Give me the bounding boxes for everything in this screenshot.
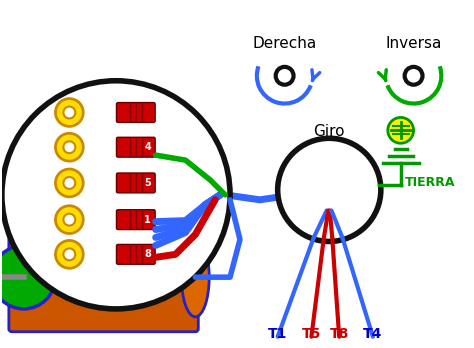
FancyBboxPatch shape [9,227,198,332]
Ellipse shape [182,237,209,317]
FancyBboxPatch shape [117,103,155,122]
FancyBboxPatch shape [51,219,82,235]
Text: Inversa: Inversa [385,36,442,51]
FancyBboxPatch shape [117,210,155,230]
Circle shape [55,133,83,161]
Text: TIERRA: TIERRA [405,176,455,189]
Text: 8: 8 [144,250,151,259]
FancyBboxPatch shape [117,137,155,157]
Circle shape [64,106,75,118]
Circle shape [405,67,422,85]
Circle shape [0,245,55,309]
Circle shape [55,169,83,197]
Circle shape [64,214,75,226]
Text: Derecha: Derecha [253,36,317,51]
Text: 5: 5 [145,178,151,188]
Text: T1: T1 [268,327,287,341]
FancyBboxPatch shape [69,252,173,296]
Circle shape [55,240,83,268]
Circle shape [55,98,83,126]
Text: 4: 4 [145,142,151,152]
Circle shape [64,141,75,153]
FancyBboxPatch shape [117,244,155,264]
FancyBboxPatch shape [140,219,172,235]
Circle shape [64,177,75,189]
Circle shape [2,81,230,309]
Text: T4: T4 [363,327,383,341]
Text: T8: T8 [329,327,349,341]
Circle shape [278,138,381,242]
FancyBboxPatch shape [117,173,155,193]
Text: 1: 1 [145,215,151,224]
Text: Giro: Giro [313,124,345,140]
Circle shape [64,248,75,260]
Circle shape [55,206,83,234]
Circle shape [276,67,293,85]
Circle shape [388,118,414,143]
Text: T5: T5 [302,327,321,341]
